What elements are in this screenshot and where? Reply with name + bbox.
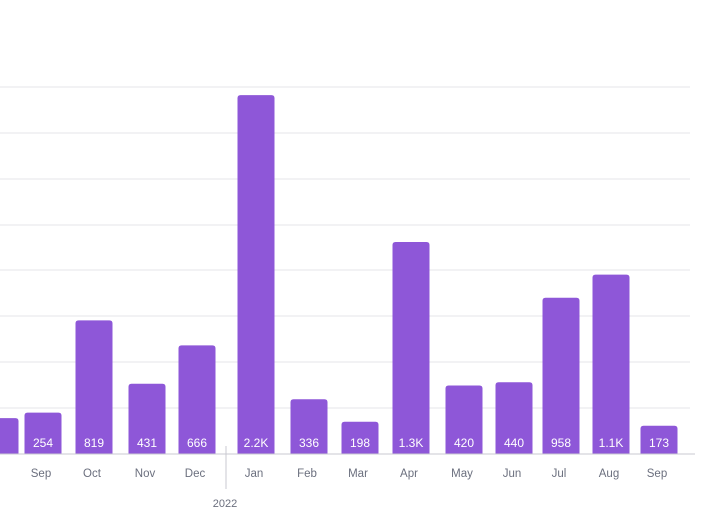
data-label-11: 958 [551, 436, 571, 450]
data-label-6: 336 [299, 436, 319, 450]
data-label-10: 440 [504, 436, 524, 450]
data-label-2: 819 [84, 436, 104, 450]
data-labels: 254 819 431 666 2.2K 336 198 1.3K 420 440 958 1.1K 1… [33, 436, 669, 450]
x-tick-6: Feb [297, 468, 317, 480]
bars [0, 95, 678, 455]
bar-9[interactable] [445, 385, 483, 454]
data-label-9: 420 [454, 436, 474, 450]
bar-7[interactable] [341, 421, 379, 454]
x-tick-2: Oct [83, 468, 102, 480]
x-tick-7: Mar [348, 468, 368, 480]
bar-8[interactable] [392, 241, 430, 454]
x-tick-4: Dec [185, 468, 206, 480]
x-tick-9: May [451, 468, 473, 480]
bar-13[interactable] [640, 425, 678, 454]
bar-6[interactable] [290, 399, 328, 454]
x-tick-1: Sep [31, 468, 51, 480]
data-label-8: 1.3K [399, 436, 424, 450]
x-tick-12: Aug [599, 468, 619, 480]
data-label-5: 2.2K [244, 436, 269, 450]
bar-10[interactable] [495, 382, 533, 454]
bar-2[interactable] [75, 320, 113, 454]
data-label-3: 431 [137, 436, 157, 450]
x-axis-tick-labels: Sep Oct Nov Dec Jan Feb Mar Apr May Jun Jul Aug Sep [31, 468, 667, 480]
data-label-13: 173 [649, 436, 669, 450]
x-tick-8: Apr [400, 468, 418, 480]
bar-3[interactable] [128, 383, 166, 454]
x-tick-10: Jun [503, 468, 522, 480]
year-label: 2022 [213, 498, 237, 510]
x-tick-3: Nov [135, 468, 156, 480]
x-tick-11: Jul [552, 468, 567, 480]
bar-12[interactable] [592, 274, 630, 454]
x-tick-13: Sep [647, 468, 667, 480]
bar-5[interactable] [237, 95, 275, 455]
data-label-1: 254 [33, 436, 53, 450]
bar-1[interactable] [24, 412, 62, 454]
gridlines [0, 86, 690, 409]
bar-0[interactable] [0, 418, 19, 454]
bar-4[interactable] [178, 345, 216, 454]
data-label-7: 198 [350, 436, 370, 450]
bar-11[interactable] [542, 297, 580, 454]
data-label-4: 666 [187, 436, 207, 450]
data-label-12: 1.1K [599, 436, 624, 450]
x-tick-5: Jan [245, 468, 264, 480]
